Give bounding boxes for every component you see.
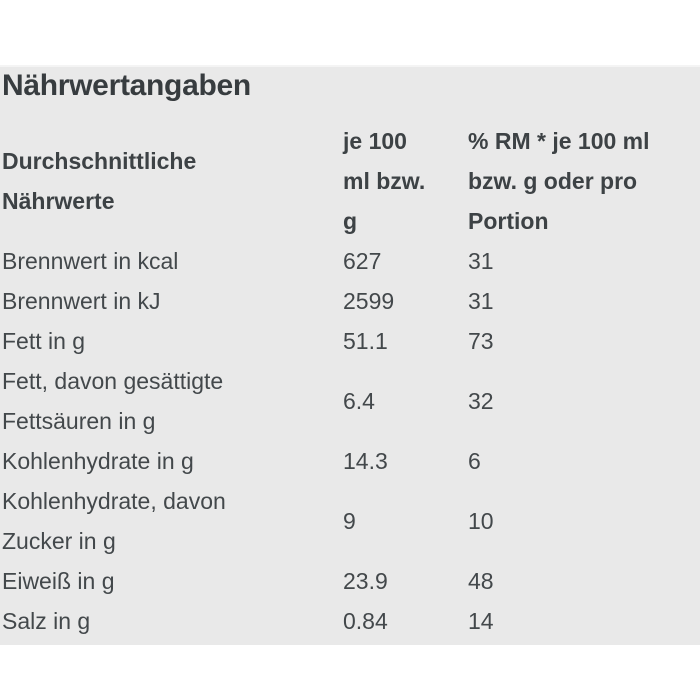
table-row: Fett in g 51.1 73 xyxy=(2,321,700,361)
section-title: Nährwertangaben xyxy=(2,69,251,102)
nutrition-table: Durchschnittliche Nährwerte je 100 ml bz… xyxy=(2,121,700,641)
nutrient-value-per100: 2599 xyxy=(343,288,395,314)
nutrient-label: Brennwert in kJ xyxy=(2,288,161,314)
header-rm-percent: % RM * je 100 ml bzw. g oder pro Portion xyxy=(468,128,650,234)
header-avg-nutrients: Durchschnittliche Nährwerte xyxy=(2,148,197,214)
nutrient-value-per100: 51.1 xyxy=(343,328,388,354)
nutrient-value-rm: 31 xyxy=(468,288,494,314)
table-row: Brennwert in kJ 2599 31 xyxy=(2,281,700,321)
nutrient-label: Kohlenhydrate, davon Zucker in g xyxy=(2,488,226,554)
nutrient-value-per100: 23.9 xyxy=(343,568,388,594)
nutrient-value-per100: 6.4 xyxy=(343,388,375,414)
header-per-100: je 100 ml bzw. g xyxy=(343,128,426,234)
nutrient-value-rm: 48 xyxy=(468,568,494,594)
nutrient-label: Salz in g xyxy=(2,608,91,634)
nutrient-value-per100: 9 xyxy=(343,508,356,534)
table-row: Fett, davon gesättigte Fettsäuren in g 6… xyxy=(2,361,700,441)
nutrient-value-rm: 6 xyxy=(468,448,481,474)
nutrient-label: Kohlenhydrate in g xyxy=(2,448,194,474)
table-header-row: Durchschnittliche Nährwerte je 100 ml bz… xyxy=(2,121,700,241)
nutrient-value-rm: 31 xyxy=(468,248,494,274)
table-row: Brennwert in kcal 627 31 xyxy=(2,241,700,281)
table-row: Kohlenhydrate, davon Zucker in g 9 10 xyxy=(2,481,700,561)
nutrient-value-rm: 73 xyxy=(468,328,494,354)
nutrient-value-rm: 14 xyxy=(468,608,494,634)
nutrient-label: Brennwert in kcal xyxy=(2,248,179,274)
nutrient-label: Eiweiß in g xyxy=(2,568,115,594)
nutrition-panel: Nährwertangaben Durchschnittliche Nährwe… xyxy=(0,65,700,645)
nutrient-value-per100: 0.84 xyxy=(343,608,388,634)
nutrient-value-per100: 14.3 xyxy=(343,448,388,474)
table-row: Salz in g 0.84 14 xyxy=(2,601,700,641)
table-row: Kohlenhydrate in g 14.3 6 xyxy=(2,441,700,481)
nutrient-value-rm: 32 xyxy=(468,388,494,414)
table-row: Eiweiß in g 23.9 48 xyxy=(2,561,700,601)
nutrient-label: Fett in g xyxy=(2,328,86,354)
nutrient-value-rm: 10 xyxy=(468,508,494,534)
nutrient-label: Fett, davon gesättigte Fettsäuren in g xyxy=(2,368,224,434)
nutrient-value-per100: 627 xyxy=(343,248,382,274)
